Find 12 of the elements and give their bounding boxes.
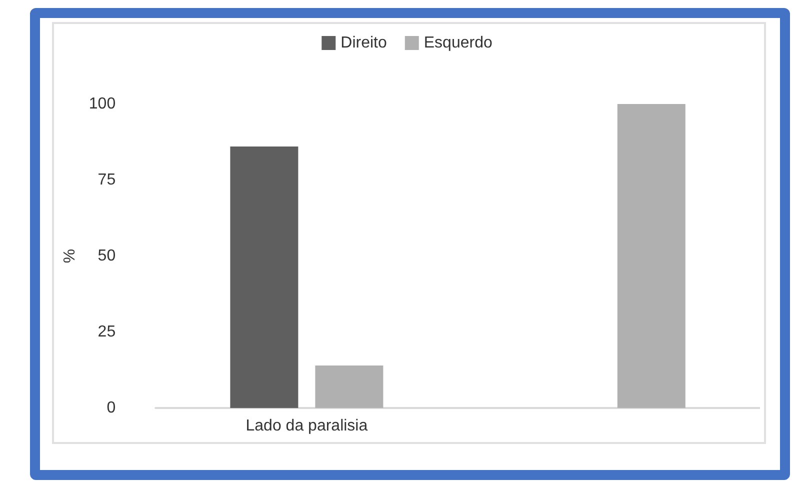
legend-label: Esquerdo: [424, 34, 492, 52]
x-tick-label: Lado da paralisia: [246, 418, 368, 434]
y-axis-title: %: [62, 248, 78, 264]
y-tick-label: 50: [98, 248, 116, 264]
bar: [617, 104, 686, 408]
y-tick-label: 25: [98, 324, 116, 340]
y-tick-label: 75: [98, 172, 116, 188]
y-tick-label: 0: [106, 400, 116, 416]
legend-label: Direito: [340, 34, 387, 52]
y-tick-label: 100: [88, 96, 116, 112]
bar: [315, 365, 384, 408]
bar: [230, 146, 298, 408]
